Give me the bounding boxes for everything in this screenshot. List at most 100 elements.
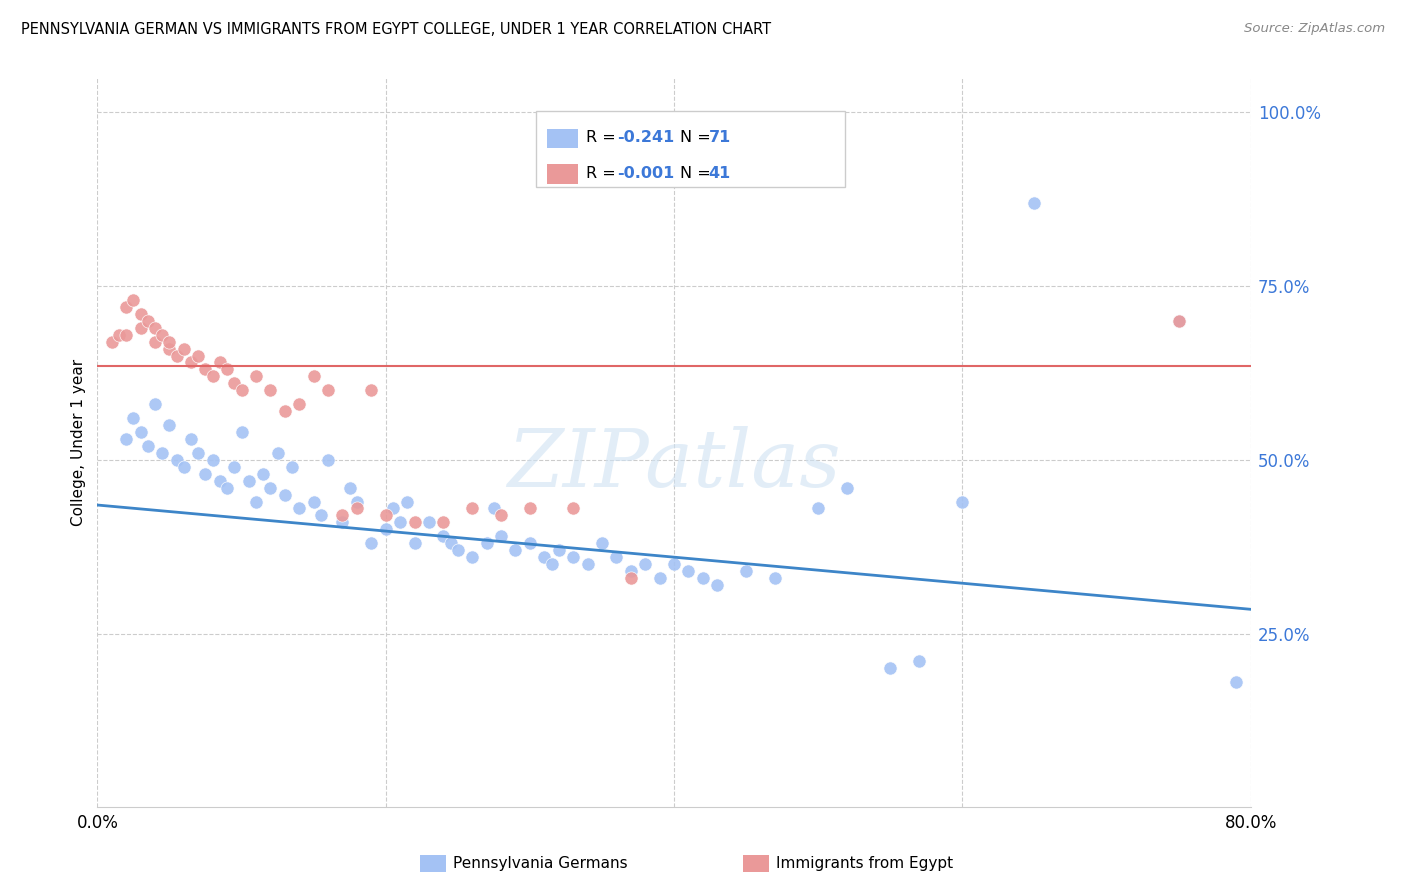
Point	[634, 557, 657, 571]
Point	[620, 564, 643, 578]
Point	[143, 334, 166, 349]
Point	[136, 439, 159, 453]
Point	[288, 397, 311, 411]
Point	[159, 334, 181, 349]
Point	[562, 501, 585, 516]
Point	[461, 501, 484, 516]
Point	[122, 293, 145, 307]
Point	[519, 501, 541, 516]
Point	[404, 536, 426, 550]
Point	[316, 384, 339, 398]
Point	[252, 467, 274, 481]
Point	[835, 481, 858, 495]
Point	[194, 362, 217, 376]
Point	[404, 516, 426, 530]
Point	[129, 320, 152, 334]
Point	[245, 369, 267, 384]
Point	[547, 543, 569, 558]
Point	[879, 661, 901, 675]
Point	[374, 522, 396, 536]
Y-axis label: College, Under 1 year: College, Under 1 year	[72, 359, 86, 526]
Point	[245, 494, 267, 508]
Point	[187, 349, 209, 363]
Point	[274, 487, 297, 501]
Point	[692, 571, 714, 585]
Point	[201, 453, 224, 467]
Point	[461, 550, 484, 565]
Point	[173, 459, 195, 474]
Point	[302, 494, 325, 508]
Point	[591, 536, 613, 550]
Point	[231, 384, 253, 398]
Text: Immigrants from Egypt: Immigrants from Egypt	[776, 856, 953, 871]
Point	[489, 529, 512, 543]
Point	[706, 578, 728, 592]
Point	[439, 536, 461, 550]
Point	[143, 320, 166, 334]
Point	[115, 327, 138, 342]
Point	[540, 557, 562, 571]
Text: N =: N =	[681, 130, 716, 145]
Text: R =: R =	[586, 166, 621, 181]
Point	[194, 467, 217, 481]
Text: 41: 41	[709, 166, 731, 181]
Point	[360, 384, 382, 398]
Point	[418, 516, 440, 530]
Point	[605, 550, 627, 565]
Point	[238, 474, 260, 488]
Point	[447, 543, 470, 558]
Point	[288, 501, 311, 516]
Point	[108, 327, 131, 342]
Point	[115, 300, 138, 314]
Point	[807, 501, 830, 516]
Point	[505, 543, 527, 558]
Point	[217, 481, 239, 495]
Point	[259, 384, 281, 398]
Point	[173, 342, 195, 356]
Point	[735, 564, 758, 578]
Point	[122, 411, 145, 425]
Point	[100, 334, 122, 349]
Point	[224, 459, 246, 474]
Text: N =: N =	[681, 166, 716, 181]
Point	[159, 342, 181, 356]
Point	[259, 481, 281, 495]
Point	[763, 571, 786, 585]
Point	[231, 425, 253, 439]
Point	[180, 432, 202, 446]
Point	[332, 508, 354, 523]
Point	[346, 494, 368, 508]
Point	[562, 550, 585, 565]
Point	[159, 418, 181, 433]
Point	[533, 550, 555, 565]
Point	[1225, 675, 1247, 690]
Point	[166, 453, 188, 467]
Text: Pennsylvania Germans: Pennsylvania Germans	[453, 856, 627, 871]
Point	[360, 536, 382, 550]
Point	[662, 557, 685, 571]
Point	[432, 516, 454, 530]
Text: -0.001: -0.001	[617, 166, 675, 181]
Point	[332, 516, 354, 530]
Point	[339, 481, 361, 495]
Point	[648, 571, 671, 585]
Point	[576, 557, 599, 571]
Point	[266, 446, 288, 460]
Point	[217, 362, 239, 376]
Point	[129, 425, 152, 439]
Point	[302, 369, 325, 384]
Point	[281, 459, 304, 474]
Point	[208, 355, 231, 369]
Point	[396, 494, 419, 508]
Point	[1024, 195, 1046, 210]
Text: 71: 71	[709, 130, 731, 145]
Point	[150, 446, 173, 460]
Point	[475, 536, 498, 550]
Point	[519, 536, 541, 550]
Point	[374, 508, 396, 523]
Point	[678, 564, 700, 578]
Text: Source: ZipAtlas.com: Source: ZipAtlas.com	[1244, 22, 1385, 36]
Point	[129, 307, 152, 321]
Text: R =: R =	[586, 130, 621, 145]
Point	[208, 474, 231, 488]
